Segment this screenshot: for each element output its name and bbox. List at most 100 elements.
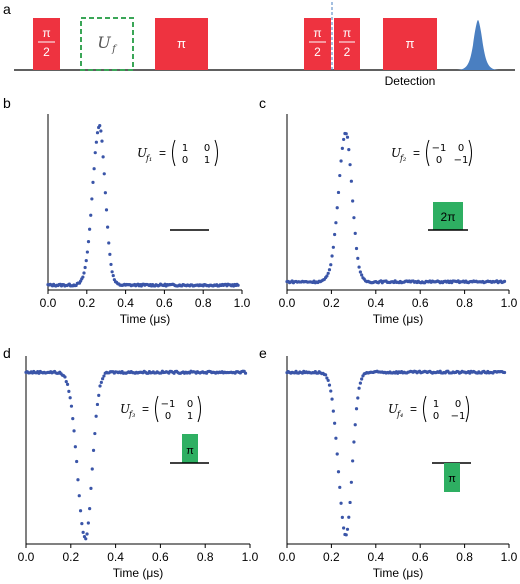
- matrix-cell-c: −1: [454, 155, 469, 166]
- data-point-b: [236, 283, 240, 287]
- pi-half-pulse-1: [33, 18, 60, 70]
- data-point-d: [80, 522, 84, 526]
- chart-panel-b: 0.0 0.2 0.4 0.6 0.8 1.0 Time (μs): [40, 114, 251, 326]
- chart-panel-d: 0.0 0.2 0.4 0.6 0.8 1.0 Time (μs): [18, 356, 259, 580]
- data-point-b: [99, 129, 103, 133]
- data-point-d: [71, 417, 75, 421]
- x-tick-label-d: 1.0: [242, 550, 259, 564]
- matrix-cell-b: 1: [204, 155, 210, 166]
- data-point-c: [502, 279, 507, 283]
- data-point-d: [89, 486, 93, 490]
- data-point-c: [351, 199, 355, 203]
- panel-label-e: e: [259, 345, 267, 361]
- data-point-e: [360, 377, 364, 381]
- matrix-cell-c: 0: [436, 155, 442, 166]
- x-tick-label-c: 0.0: [279, 296, 296, 310]
- data-point-e: [349, 480, 353, 484]
- x-tick-label-c: 0.2: [323, 296, 340, 310]
- x-axis-label-e: Time (μs): [373, 566, 423, 580]
- matrix-annotation-d: Uf₃ = −1 00 1: [120, 395, 201, 423]
- x-tick-label-d: 0.2: [62, 550, 79, 564]
- pi-half-2-num: π: [313, 26, 321, 40]
- data-point-e: [333, 421, 337, 425]
- x-axis-label-c: Time (μs): [373, 312, 423, 326]
- matrix-left-bracket-d: [155, 395, 159, 423]
- data-point-c: [354, 246, 359, 251]
- data-point-b: [103, 191, 107, 195]
- data-point-d: [85, 532, 89, 536]
- matrix-cell-e: 0: [433, 411, 439, 422]
- data-point-d: [91, 448, 96, 452]
- data-point-e: [331, 409, 335, 413]
- data-point-b: [106, 225, 110, 229]
- panel-label-a: a: [3, 1, 11, 17]
- data-point-e: [353, 423, 357, 427]
- x-tick-label-b: 0.4: [117, 296, 134, 310]
- data-point-e: [325, 376, 329, 380]
- data-point-c: [353, 231, 357, 235]
- data-point-c: [336, 190, 341, 195]
- data-point-d: [86, 521, 90, 525]
- phase-marker-d-label: π: [186, 445, 194, 457]
- data-point-c: [352, 216, 356, 220]
- chart-panel-c: 0.0 0.2 0.4 0.6 0.8 1.0 Time (μs): [279, 114, 518, 326]
- pi-half-pulse-2: [304, 18, 331, 70]
- data-point-e: [334, 436, 338, 440]
- phase-marker-e-label: π: [448, 473, 456, 485]
- data-point-b: [100, 139, 104, 143]
- data-point-e: [352, 440, 356, 444]
- data-point-b: [89, 213, 93, 217]
- matrix-cell-d: −1: [161, 399, 176, 410]
- panel-label-d: d: [3, 345, 11, 361]
- matrix-left-bracket-e: [423, 395, 427, 423]
- data-point-d: [94, 414, 98, 418]
- x-tick-label-d: 0.4: [107, 550, 124, 564]
- matrix-equals-c: =: [413, 146, 420, 160]
- data-point-b: [90, 197, 94, 201]
- panel-label-b: b: [3, 95, 11, 111]
- data-point-d: [76, 478, 80, 482]
- data-point-c: [342, 137, 346, 142]
- data-point-c: [326, 271, 330, 275]
- data-point-d: [97, 393, 101, 398]
- data-point-d: [69, 404, 74, 408]
- phase-marker-c-box: [433, 202, 463, 230]
- data-point-d: [65, 382, 70, 386]
- x-tick-label-b: 1.0: [234, 296, 251, 310]
- matrix-cell-c: 0: [458, 143, 464, 154]
- chart-panel-e: 0.0 0.2 0.4 0.6 0.8 1.0 Time (μs): [279, 356, 518, 580]
- data-point-d: [90, 467, 94, 471]
- data-point-d: [78, 509, 83, 513]
- matrix-cell-c: −1: [432, 143, 447, 154]
- matrix-cell-e: −1: [451, 411, 466, 422]
- data-point-e: [354, 407, 359, 411]
- data-point-d: [88, 507, 92, 511]
- data-point-c: [340, 146, 344, 150]
- x-tick-label-d: 0.6: [152, 550, 169, 564]
- data-point-b: [95, 131, 100, 135]
- x-tick-label-c: 1.0: [501, 296, 518, 310]
- uf-operation-box: [80, 17, 134, 71]
- data-point-e: [356, 396, 360, 400]
- data-point-c: [345, 135, 350, 139]
- x-tick-label-b: 0.0: [40, 296, 57, 310]
- matrix-subscript-d: f₃: [128, 410, 135, 419]
- data-point-c: [335, 206, 339, 210]
- detection-pulse: [457, 20, 499, 70]
- data-point-e: [330, 397, 334, 401]
- matrix-cell-d: 0: [187, 399, 193, 410]
- data-point-c: [357, 265, 361, 269]
- phase-marker-d-box: [182, 434, 198, 463]
- data-point-d: [93, 431, 97, 436]
- x-tick-label-e: 0.2: [323, 550, 340, 564]
- data-point-e: [324, 373, 328, 377]
- data-point-b: [110, 270, 114, 274]
- data-point-e: [347, 515, 351, 519]
- x-tick-label-d: 0.8: [197, 550, 214, 564]
- data-point-e: [351, 459, 355, 463]
- data-point-b: [98, 124, 102, 128]
- x-tick-label-e: 1.0: [501, 550, 518, 564]
- matrix-left-bracket-c: [426, 139, 430, 167]
- matrix-subscript-e: f₄: [396, 410, 403, 419]
- data-point-d: [98, 384, 102, 388]
